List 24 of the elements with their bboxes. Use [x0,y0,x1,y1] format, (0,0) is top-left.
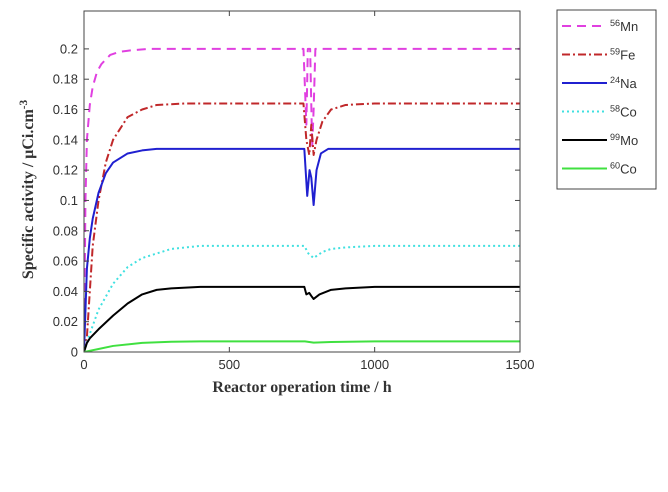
legend-label: $^{60}$Co [610,160,637,176]
x-tick-label: 0 [80,357,88,372]
y-tick-label: 0.16 [52,102,78,118]
line-series [84,340,520,352]
legend-label: $^{59}$Fe [610,46,636,62]
y-tick-label: 0.12 [52,162,78,178]
y-tick-label: 0.1 [60,192,78,208]
line-series [84,286,520,352]
legend-label: $^{58}$Co [610,104,637,120]
legend-label: $^{24}$Na [610,75,638,91]
y-tick-label: 0.08 [52,223,78,238]
x-axis-title: Reactor operation time / h [212,379,392,396]
x-tick-label: 1500 [506,357,534,372]
y-tick-label: 0.2 [60,41,78,56]
y-tick-label: 0.04 [52,284,78,299]
y-tick-label: 0.06 [52,254,78,269]
x-tick-label: 500 [218,357,240,372]
y-tick-label: 0 [70,344,78,360]
x-tick-label: 1000 [360,357,390,372]
legend-label: $^{99}$Mo [610,132,638,148]
y-tick-label: 0.14 [52,132,78,148]
y-tick-label: 0.02 [52,314,78,330]
y-tick-label: 0.18 [52,72,78,87]
legend-label: $^{56}$Mn [610,18,638,34]
